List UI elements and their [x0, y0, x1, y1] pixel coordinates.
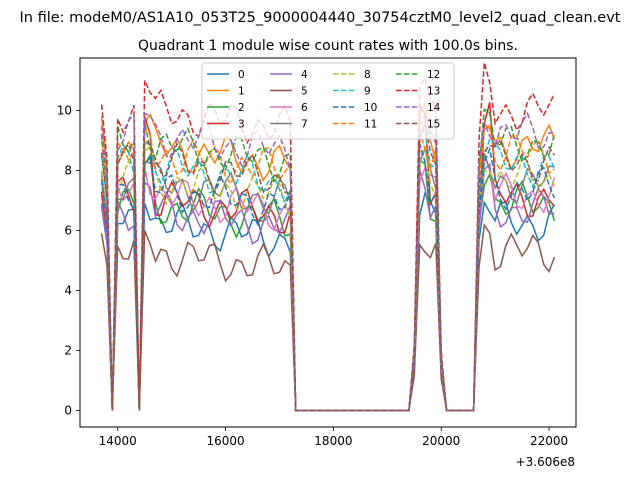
legend-label-1: 1: [238, 86, 245, 98]
y-tick-label: 8: [64, 164, 72, 178]
plot-lines: [100, 62, 556, 412]
x-axis-offset-label: +3.606e8: [516, 455, 575, 469]
y-tick-label: 6: [64, 224, 72, 238]
y-axis-ticks: 0 2 4 6 8 10: [57, 104, 80, 418]
series-line-9: [100, 129, 556, 412]
y-tick-label: 10: [57, 104, 72, 118]
y-tick-label: 0: [64, 404, 72, 418]
legend-label-2: 2: [238, 102, 245, 114]
series-line-15: [100, 120, 556, 412]
chart-title: Quadrant 1 module wise count rates with …: [138, 38, 518, 54]
legend-label-15: 15: [427, 119, 440, 131]
x-axis-ticks: 14000 16000 18000 20000 22000: [99, 427, 568, 448]
series-line-5: [100, 223, 556, 412]
x-tick-label: 22000: [530, 434, 568, 448]
axes-frame: [79, 57, 577, 428]
series-line-0: [100, 191, 556, 412]
x-tick-label: 16000: [206, 434, 244, 448]
legend-label-6: 6: [301, 102, 308, 114]
legend-box: [201, 62, 455, 140]
series-line-2: [100, 153, 556, 412]
legend-label-5: 5: [301, 86, 308, 98]
legend-label-13: 13: [427, 86, 440, 98]
legend-label-0: 0: [238, 69, 245, 81]
legend-label-11: 11: [364, 119, 377, 131]
legend-label-3: 3: [238, 119, 245, 131]
legend-label-12: 12: [427, 69, 440, 81]
y-tick-label: 4: [64, 284, 72, 298]
x-tick-label: 14000: [99, 434, 137, 448]
legend-label-14: 14: [427, 102, 441, 114]
series-line-10: [100, 143, 556, 412]
series-line-6: [100, 153, 556, 412]
axes-border: [79, 57, 577, 428]
figure-suptitle: In file: modeM0/AS1A10_053T25_9000004440…: [20, 10, 621, 26]
legend-label-8: 8: [364, 69, 371, 81]
x-tick-label: 18000: [314, 434, 352, 448]
legend-label-9: 9: [364, 86, 371, 98]
series-line-8: [100, 143, 556, 412]
legend-label-10: 10: [364, 102, 377, 114]
y-tick-label: 2: [64, 344, 72, 358]
legend-label-7: 7: [301, 119, 308, 131]
x-tick-label: 20000: [422, 434, 460, 448]
legend-label-4: 4: [301, 69, 308, 81]
series-line-11: [100, 122, 555, 412]
